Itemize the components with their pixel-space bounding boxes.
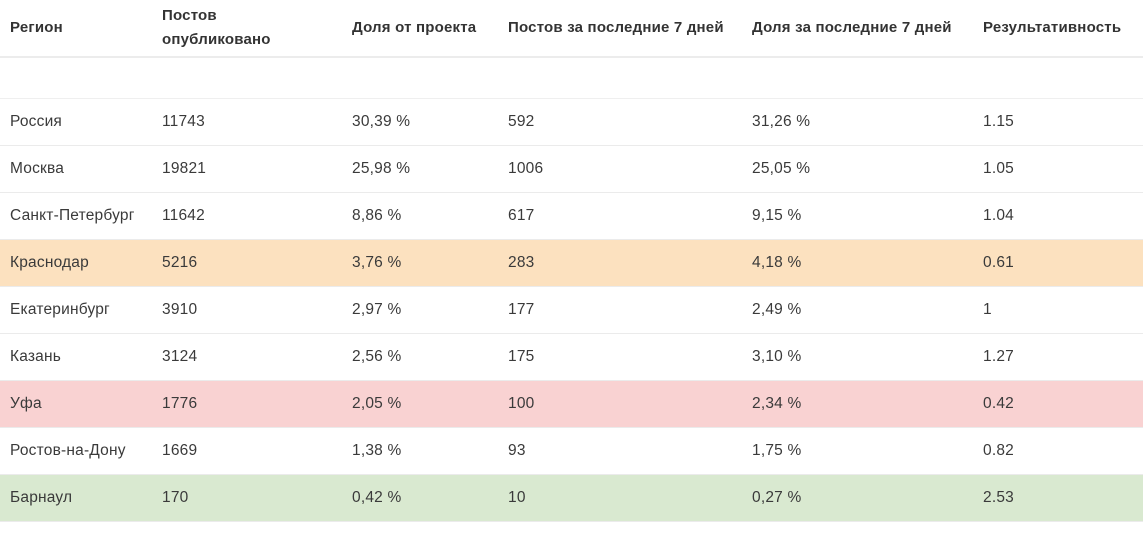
posts-7d-cell: 100: [508, 395, 535, 412]
column-header-region: Регион: [10, 19, 63, 36]
table-row: Казань 3124 2,56 % 175 3,10 % 1.27: [0, 334, 1143, 381]
effectiveness-cell: 1: [983, 301, 992, 318]
table-body: Россия 11743 30,39 % 592 31,26 % 1.15 Мо…: [0, 99, 1143, 522]
table-row: Уфа 1776 2,05 % 100 2,34 % 0.42: [0, 381, 1143, 428]
table-row: Ростов-на-Дону 1669 1,38 % 93 1,75 % 0.8…: [0, 428, 1143, 475]
table-row: Россия 11743 30,39 % 592 31,26 % 1.15: [0, 99, 1143, 146]
effectiveness-cell: 0.61: [983, 254, 1014, 271]
project-share-cell: 2,97 %: [352, 301, 402, 318]
project-share-cell: 1,38 %: [352, 442, 402, 459]
region-cell: Россия: [10, 113, 63, 130]
table-row: Барнаул 170 0,42 % 10 0,27 % 2.53: [0, 475, 1143, 522]
region-cell: Казань: [10, 348, 62, 365]
region-cell: Краснодар: [10, 254, 89, 271]
posts-7d-cell: 10: [508, 489, 526, 506]
posts-7d-cell: 592: [508, 113, 535, 130]
posts-published-cell: 1669: [162, 442, 198, 459]
region-cell: Уфа: [10, 395, 42, 412]
effectiveness-cell: 0.82: [983, 442, 1014, 459]
effectiveness-cell: 2.53: [983, 489, 1014, 506]
posts-published-cell: 11743: [162, 113, 205, 130]
share-7d-cell: 25,05 %: [752, 160, 811, 177]
share-7d-cell: 2,49 %: [752, 301, 802, 318]
effectiveness-cell: 1.05: [983, 160, 1014, 177]
table-header-row: Регион Постов опубликовано Доля от проек…: [0, 0, 1143, 58]
share-7d-cell: 2,34 %: [752, 395, 802, 412]
column-header-posts-7d: Постов за последние 7 дней: [508, 19, 724, 36]
posts-published-cell: 3910: [162, 301, 198, 318]
project-share-cell: 25,98 %: [352, 160, 411, 177]
region-cell: Барнаул: [10, 489, 73, 506]
project-share-cell: 2,05 %: [352, 395, 402, 412]
posts-published-cell: 11642: [162, 207, 205, 224]
table-row: Краснодар 5216 3,76 % 283 4,18 % 0.61: [0, 240, 1143, 287]
column-header-share-7d: Доля за последние 7 дней: [752, 19, 952, 36]
region-stats-table: Регион Постов опубликовано Доля от проек…: [0, 0, 1143, 522]
posts-published-cell: 1776: [162, 395, 198, 412]
empty-row: [0, 58, 1143, 99]
effectiveness-cell: 1.15: [983, 113, 1014, 130]
project-share-cell: 30,39 %: [352, 113, 411, 130]
region-cell: Екатеринбург: [10, 301, 110, 318]
table-row: Москва 19821 25,98 % 1006 25,05 % 1.05: [0, 146, 1143, 193]
project-share-cell: 3,76 %: [352, 254, 402, 271]
effectiveness-cell: 1.27: [983, 348, 1014, 365]
posts-published-cell: 19821: [162, 160, 207, 177]
posts-7d-cell: 175: [508, 348, 535, 365]
share-7d-cell: 4,18 %: [752, 254, 802, 271]
table-row: Екатеринбург 3910 2,97 % 177 2,49 % 1: [0, 287, 1143, 334]
project-share-cell: 0,42 %: [352, 489, 402, 506]
posts-7d-cell: 93: [508, 442, 526, 459]
posts-7d-cell: 177: [508, 301, 535, 318]
region-cell: Москва: [10, 160, 65, 177]
posts-7d-cell: 283: [508, 254, 535, 271]
region-cell: Ростов-на-Дону: [10, 442, 126, 459]
share-7d-cell: 1,75 %: [752, 442, 802, 459]
column-header-posts-published: Постов опубликовано: [162, 7, 271, 48]
share-7d-cell: 31,26 %: [752, 113, 811, 130]
posts-published-cell: 170: [162, 489, 189, 506]
project-share-cell: 8,86 %: [352, 207, 402, 224]
effectiveness-cell: 1.04: [983, 207, 1014, 224]
posts-published-cell: 3124: [162, 348, 198, 365]
share-7d-cell: 3,10 %: [752, 348, 802, 365]
table-row: Санкт-Петербург 11642 8,86 % 617 9,15 % …: [0, 193, 1143, 240]
share-7d-cell: 9,15 %: [752, 207, 802, 224]
effectiveness-cell: 0.42: [983, 395, 1014, 412]
project-share-cell: 2,56 %: [352, 348, 402, 365]
region-cell: Санкт-Петербург: [10, 207, 135, 224]
column-header-project-share: Доля от проекта: [352, 19, 477, 36]
column-header-effectiveness: Результативность: [983, 19, 1122, 36]
posts-7d-cell: 617: [508, 207, 535, 224]
share-7d-cell: 0,27 %: [752, 489, 802, 506]
posts-published-cell: 5216: [162, 254, 198, 271]
posts-7d-cell: 1006: [508, 160, 544, 177]
